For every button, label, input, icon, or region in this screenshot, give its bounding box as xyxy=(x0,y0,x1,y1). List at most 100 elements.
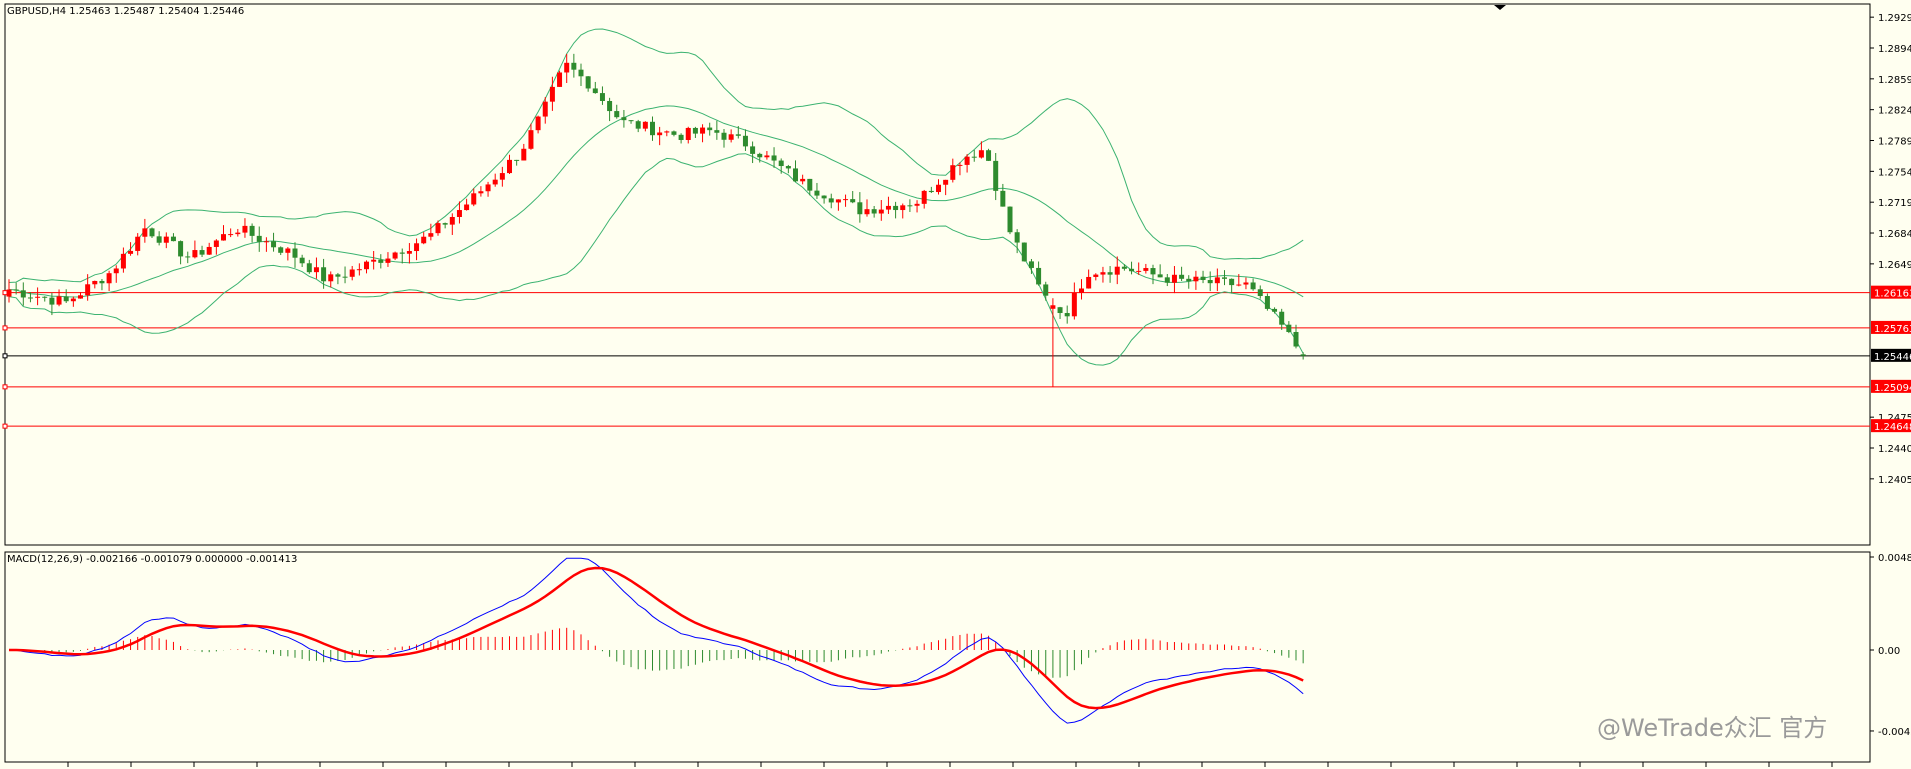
candle[interactable] xyxy=(99,279,105,291)
candle[interactable] xyxy=(671,130,677,137)
candle[interactable] xyxy=(263,237,269,252)
candle[interactable] xyxy=(335,272,341,285)
candle[interactable] xyxy=(578,63,584,86)
candle[interactable] xyxy=(821,195,827,204)
candle[interactable] xyxy=(313,257,319,279)
candle[interactable] xyxy=(1272,307,1278,314)
candle[interactable] xyxy=(221,225,226,241)
candle[interactable] xyxy=(27,292,33,303)
candle[interactable] xyxy=(936,179,941,195)
candle[interactable] xyxy=(978,141,984,159)
candle[interactable] xyxy=(92,280,98,289)
candle[interactable] xyxy=(549,76,555,111)
candle[interactable] xyxy=(557,70,563,87)
level-handle[interactable] xyxy=(2,423,8,429)
candle[interactable] xyxy=(1150,264,1156,285)
candle[interactable] xyxy=(371,250,377,270)
level-handle[interactable] xyxy=(2,290,8,296)
candle[interactable] xyxy=(1136,262,1142,275)
candle[interactable] xyxy=(13,282,19,295)
candle[interactable] xyxy=(950,158,956,183)
candle[interactable] xyxy=(1043,281,1049,301)
candle[interactable] xyxy=(721,128,727,148)
candle[interactable] xyxy=(850,191,856,204)
candle[interactable] xyxy=(1207,271,1213,292)
candle[interactable] xyxy=(614,104,620,119)
candle[interactable] xyxy=(843,194,849,207)
candle[interactable] xyxy=(235,228,241,237)
candle[interactable] xyxy=(170,233,176,242)
candle[interactable] xyxy=(657,126,663,146)
candle[interactable] xyxy=(349,265,355,281)
candle[interactable] xyxy=(542,97,548,124)
candle[interactable] xyxy=(1143,263,1149,274)
candle[interactable] xyxy=(943,179,949,196)
candle[interactable] xyxy=(907,199,913,213)
candle[interactable] xyxy=(764,151,770,160)
candle[interactable] xyxy=(406,243,412,264)
candle[interactable] xyxy=(592,81,598,94)
candle[interactable] xyxy=(700,124,706,143)
candle[interactable] xyxy=(414,238,420,261)
candle[interactable] xyxy=(1264,293,1270,311)
candle[interactable] xyxy=(328,271,334,288)
candle[interactable] xyxy=(256,226,262,252)
candle[interactable] xyxy=(385,252,391,267)
candle[interactable] xyxy=(1229,278,1235,294)
candle[interactable] xyxy=(20,282,26,306)
candle[interactable] xyxy=(142,218,148,243)
candle[interactable] xyxy=(6,279,12,303)
candle[interactable] xyxy=(70,296,76,307)
candle[interactable] xyxy=(35,287,41,306)
candle[interactable] xyxy=(435,220,441,236)
candle[interactable] xyxy=(1007,206,1013,235)
level-handle[interactable] xyxy=(2,325,8,331)
candle[interactable] xyxy=(149,227,155,239)
candle[interactable] xyxy=(607,97,613,122)
candle[interactable] xyxy=(306,259,312,274)
candle[interactable] xyxy=(857,192,863,223)
candle[interactable] xyxy=(321,258,327,289)
candle[interactable] xyxy=(63,289,69,304)
candle[interactable] xyxy=(728,129,734,143)
candle[interactable] xyxy=(993,152,999,201)
candle[interactable] xyxy=(178,240,184,265)
candle[interactable] xyxy=(1086,269,1092,289)
candle[interactable] xyxy=(492,173,498,187)
candle[interactable] xyxy=(678,133,684,144)
candle[interactable] xyxy=(1222,270,1227,286)
candle[interactable] xyxy=(1050,298,1056,387)
candle[interactable] xyxy=(392,251,398,261)
candle[interactable] xyxy=(707,122,713,136)
candle[interactable] xyxy=(213,239,219,255)
candle[interactable] xyxy=(42,296,48,302)
candle[interactable] xyxy=(156,231,162,246)
candle[interactable] xyxy=(564,53,570,83)
candle[interactable] xyxy=(128,242,134,256)
candle[interactable] xyxy=(800,174,806,185)
level-handle[interactable] xyxy=(2,353,8,359)
candle[interactable] xyxy=(964,154,970,173)
candle[interactable] xyxy=(1014,229,1020,254)
candle[interactable] xyxy=(814,182,820,199)
candle[interactable] xyxy=(714,120,720,140)
candle[interactable] xyxy=(793,160,798,183)
candle[interactable] xyxy=(1121,264,1127,271)
candle[interactable] xyxy=(621,109,627,128)
candle[interactable] xyxy=(478,186,484,197)
candle[interactable] xyxy=(1107,266,1113,283)
candle[interactable] xyxy=(1064,305,1070,324)
candle[interactable] xyxy=(278,246,284,256)
candle[interactable] xyxy=(893,201,899,219)
candle[interactable] xyxy=(342,266,348,284)
candle[interactable] xyxy=(485,181,491,197)
candle[interactable] xyxy=(1129,261,1135,275)
level-handle[interactable] xyxy=(2,384,8,390)
candle[interactable] xyxy=(914,200,920,213)
candle[interactable] xyxy=(650,116,655,141)
candle[interactable] xyxy=(750,141,756,164)
candle[interactable] xyxy=(628,120,634,124)
candle[interactable] xyxy=(56,289,62,307)
candle[interactable] xyxy=(535,115,541,134)
candle[interactable] xyxy=(971,149,977,162)
